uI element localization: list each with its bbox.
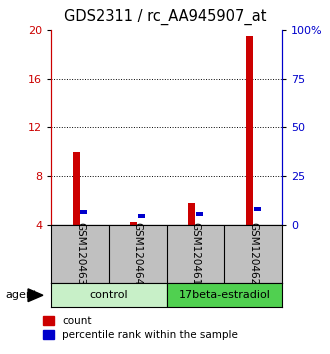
Bar [51, 283, 167, 307]
Bar [167, 283, 282, 307]
Bar [188, 203, 195, 225]
Text: GSM120461: GSM120461 [190, 222, 201, 286]
Text: control: control [89, 290, 128, 300]
Bar [254, 207, 261, 211]
Text: GDS2311 / rc_AA945907_at: GDS2311 / rc_AA945907_at [64, 9, 266, 25]
Text: GSM120462: GSM120462 [248, 222, 258, 286]
Polygon shape [28, 289, 43, 302]
Bar [81, 210, 87, 214]
Text: GSM120463: GSM120463 [75, 222, 85, 286]
Bar [73, 152, 80, 225]
Legend: count, percentile rank within the sample: count, percentile rank within the sample [43, 316, 238, 340]
Text: GSM120464: GSM120464 [133, 222, 143, 286]
Bar [196, 212, 203, 216]
Bar [130, 222, 137, 225]
Bar [246, 36, 253, 225]
Text: agent: agent [5, 290, 37, 300]
Bar [138, 214, 145, 218]
Text: 17beta-estradiol: 17beta-estradiol [179, 290, 270, 300]
